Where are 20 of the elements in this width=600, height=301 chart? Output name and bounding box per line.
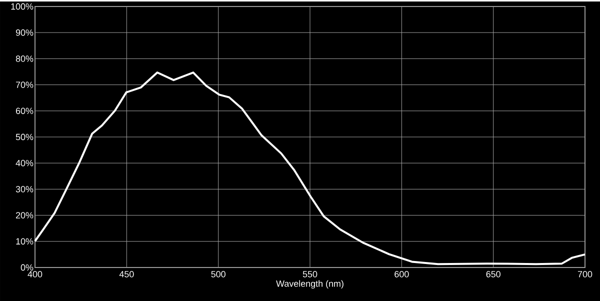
y-tick-label: 40% xyxy=(16,160,34,166)
y-tick-label: 20% xyxy=(16,212,34,218)
x-tick-label: 700 xyxy=(578,270,592,278)
x-tick-label: 550 xyxy=(302,270,318,278)
x-tick-label: 500 xyxy=(211,270,226,278)
y-tick-label: 60% xyxy=(16,107,34,114)
y-tick-label: 0% xyxy=(20,264,34,270)
y-tick-label: 100% xyxy=(11,3,34,10)
x-tick-label: 450 xyxy=(119,270,134,278)
x-axis-title: Wavelength (nm) xyxy=(276,280,344,288)
y-tick-label: 10% xyxy=(16,238,34,244)
y-tick-label: 70% xyxy=(16,81,34,88)
y-tick-label: 90% xyxy=(16,29,34,36)
line-series xyxy=(34,71,586,265)
x-tick-label: 400 xyxy=(28,270,42,278)
y-tick-label: 80% xyxy=(16,55,34,62)
x-tick-label: 650 xyxy=(486,270,500,278)
x-tick-label: 600 xyxy=(394,270,409,278)
y-tick-label: 30% xyxy=(16,186,34,192)
y-tick-label: 50% xyxy=(16,134,34,140)
